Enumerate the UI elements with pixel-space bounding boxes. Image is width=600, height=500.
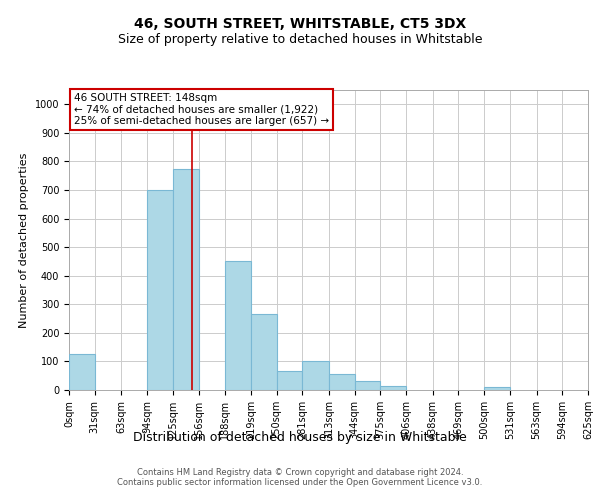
Bar — [484, 387, 510, 390]
Bar — [173, 168, 199, 390]
Bar — [251, 314, 277, 390]
Bar — [329, 374, 355, 390]
Text: Size of property relative to detached houses in Whitstable: Size of property relative to detached ho… — [118, 32, 482, 46]
Bar — [69, 354, 95, 390]
Text: Contains HM Land Registry data © Crown copyright and database right 2024.
Contai: Contains HM Land Registry data © Crown c… — [118, 468, 482, 487]
Bar — [147, 190, 173, 390]
Bar — [225, 262, 251, 390]
Y-axis label: Number of detached properties: Number of detached properties — [19, 152, 29, 328]
Text: Distribution of detached houses by size in Whitstable: Distribution of detached houses by size … — [133, 431, 467, 444]
Bar — [380, 386, 406, 390]
Text: 46, SOUTH STREET, WHITSTABLE, CT5 3DX: 46, SOUTH STREET, WHITSTABLE, CT5 3DX — [134, 18, 466, 32]
Bar — [302, 362, 329, 390]
Text: 46 SOUTH STREET: 148sqm
← 74% of detached houses are smaller (1,922)
25% of semi: 46 SOUTH STREET: 148sqm ← 74% of detache… — [74, 93, 329, 126]
Bar — [277, 372, 302, 390]
Bar — [355, 382, 380, 390]
